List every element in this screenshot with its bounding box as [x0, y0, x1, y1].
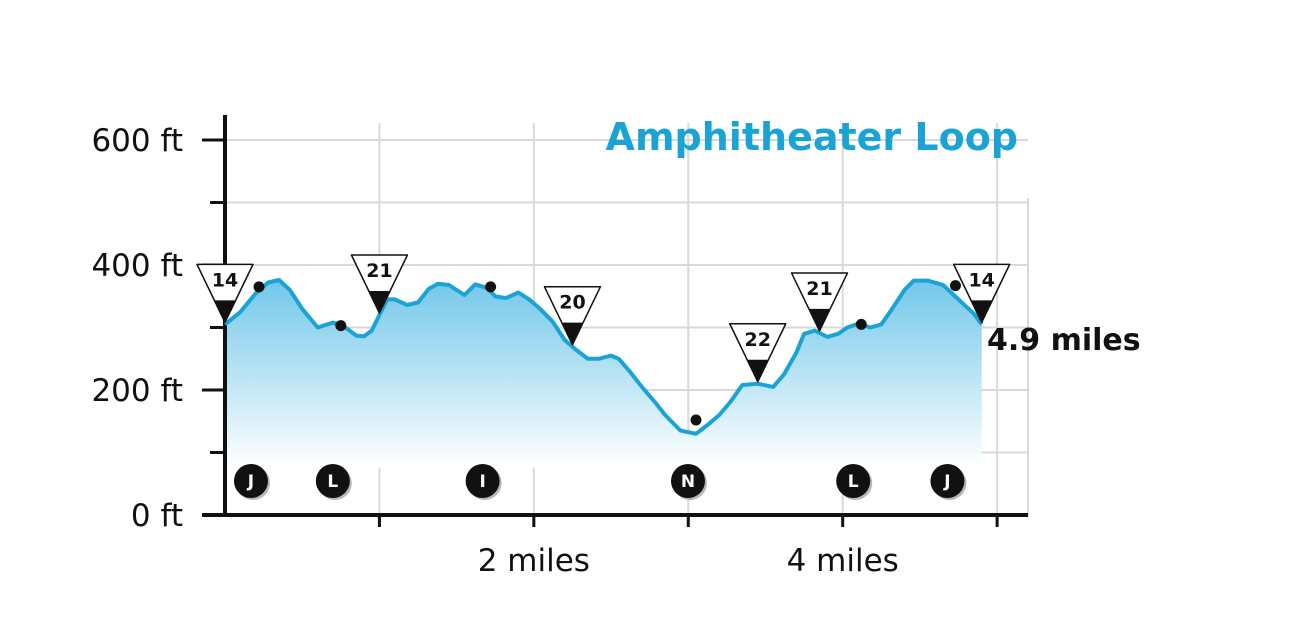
landmark-letter: J	[943, 472, 950, 492]
trail-marker-sign	[350, 254, 409, 314]
trail-marker-sign	[729, 323, 787, 383]
trail-marker-sign	[543, 285, 602, 346]
waypoint-dot	[253, 281, 265, 293]
waypoint-dot	[335, 320, 347, 332]
landmark-letter: I	[479, 472, 485, 492]
landmark-letter: J	[247, 472, 254, 492]
trail-marker-arrow	[808, 308, 831, 331]
landmark-badge: I	[465, 464, 502, 500]
waypoints	[253, 280, 961, 426]
landmark-badge: L	[836, 464, 873, 500]
landmark-badge: J	[930, 464, 967, 500]
trail-markers: 14 21 20 22 21 14	[196, 254, 1011, 383]
trail-marker: 21	[790, 272, 849, 332]
waypoint-dot	[485, 281, 497, 293]
y-tick-label: 400 ft	[91, 248, 183, 284]
trail-marker-arrow	[214, 300, 236, 323]
elevation-area	[225, 280, 982, 468]
trail-marker-label: 21	[806, 278, 832, 300]
landmark-circle	[930, 464, 965, 498]
trail-marker-sign	[790, 272, 849, 332]
elevation-line	[223, 278, 984, 436]
chart-title: Amphitheater Loop	[606, 115, 1018, 159]
trail-marker: 22	[729, 323, 787, 383]
trail-marker-arrow	[368, 290, 391, 313]
landmark-letter: N	[681, 472, 695, 492]
y-tick-label: 200 ft	[91, 373, 183, 409]
trail-marker-label: 20	[559, 292, 585, 314]
trail-marker-arrow	[561, 322, 584, 345]
y-tick-label: 600 ft	[91, 123, 183, 159]
landmark-circle	[465, 464, 500, 498]
trail-marker-arrow	[747, 359, 769, 382]
landmark-circle	[836, 464, 871, 498]
trail-marker-sign	[196, 263, 254, 324]
end-distance-label: 4.9 miles	[987, 323, 1141, 358]
landmark-badge: N	[670, 464, 707, 500]
waypoint-dot	[949, 280, 961, 292]
landmark-badge: L	[315, 464, 352, 500]
x-tick-label: 4 miles	[787, 543, 899, 579]
waypoint-dot	[690, 414, 702, 426]
landmark-badge: J	[233, 464, 270, 500]
trail-marker: 21	[350, 254, 409, 314]
x-tick-label: 2 miles	[478, 543, 590, 579]
waypoint-dot	[855, 318, 867, 330]
y-tick-label: 0 ft	[131, 498, 183, 534]
trail-marker: 14	[196, 263, 254, 324]
landmark-circle	[233, 464, 268, 498]
trail-marker: 20	[543, 285, 602, 346]
trail-marker-label: 14	[968, 269, 994, 291]
trail-marker-arrow	[971, 300, 993, 323]
landmark-circle	[670, 464, 705, 498]
landmark-circle	[315, 464, 350, 498]
trail-marker: 14	[952, 263, 1011, 324]
trail-marker-label: 21	[366, 260, 392, 282]
landmark-letter: L	[848, 472, 859, 492]
trail-marker-label: 22	[745, 329, 771, 351]
landmark-letter: L	[327, 472, 338, 492]
trail-marker-sign	[952, 263, 1011, 324]
trail-marker-label: 14	[212, 269, 238, 291]
